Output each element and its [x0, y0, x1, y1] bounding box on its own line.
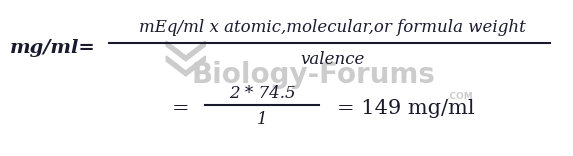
Text: .COM: .COM — [446, 92, 473, 101]
Text: =: = — [172, 98, 190, 117]
Text: valence: valence — [300, 51, 364, 68]
Text: = 149 mg/ml: = 149 mg/ml — [337, 98, 475, 117]
Text: 2 * 74.5: 2 * 74.5 — [229, 85, 295, 102]
Text: mg/ml=: mg/ml= — [10, 39, 96, 57]
Text: Biology-Forums: Biology-Forums — [192, 61, 435, 89]
Text: mEq/ml x atomic,molecular,or formula weight: mEq/ml x atomic,molecular,or formula wei… — [139, 20, 526, 37]
Polygon shape — [166, 41, 205, 61]
Text: 1: 1 — [257, 110, 268, 127]
Polygon shape — [166, 56, 205, 76]
